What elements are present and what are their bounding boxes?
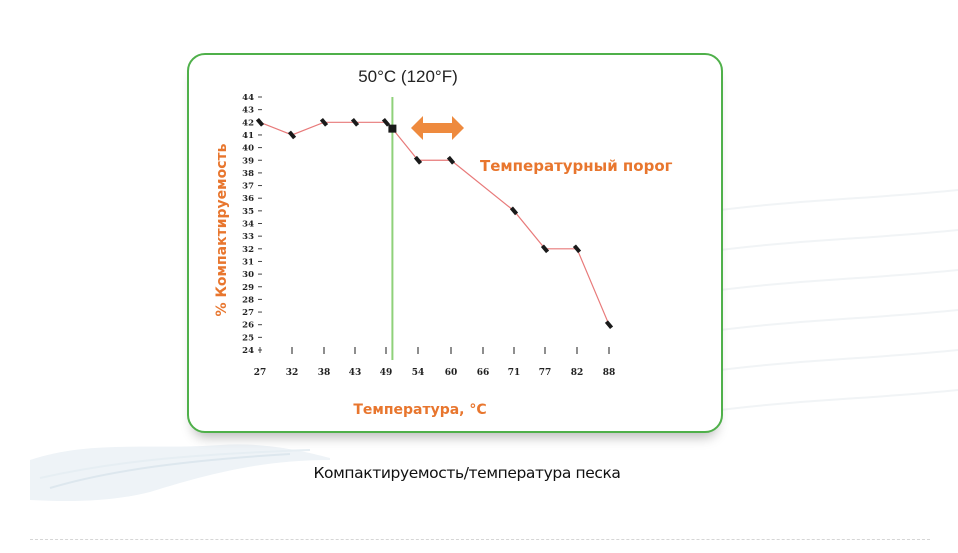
y-tick-label: 31 bbox=[242, 257, 254, 267]
x-tick-label: 60 bbox=[445, 368, 458, 378]
decorative-wave bbox=[30, 444, 330, 502]
footer-divider bbox=[30, 539, 930, 540]
x-tick-label: 71 bbox=[508, 368, 521, 378]
x-tick-label: 82 bbox=[571, 368, 584, 378]
data-point-marker bbox=[319, 117, 329, 127]
y-tick-label: 43 bbox=[242, 106, 254, 116]
data-point-marker bbox=[540, 244, 550, 254]
y-tick-label: 42 bbox=[242, 118, 254, 128]
data-point-marker bbox=[350, 117, 360, 127]
y-tick-label: 28 bbox=[242, 295, 254, 305]
y-tick-label: 30 bbox=[242, 270, 254, 280]
y-tick-label: 41 bbox=[242, 131, 254, 141]
y-tick-label: 29 bbox=[242, 283, 254, 293]
x-tick-label: 88 bbox=[603, 368, 616, 378]
x-tick-label: 49 bbox=[380, 368, 393, 378]
x-tick-label: 66 bbox=[477, 368, 490, 378]
data-point-marker bbox=[287, 130, 297, 140]
data-point-marker bbox=[572, 244, 582, 254]
x-axis-title: Температура, °С bbox=[353, 402, 486, 418]
y-tick-label: 27 bbox=[242, 308, 254, 318]
x-tick-label: 38 bbox=[318, 368, 331, 378]
slide-caption: Компактируемость/температура песка bbox=[313, 464, 621, 482]
data-point-marker bbox=[509, 206, 519, 216]
data-point-marker bbox=[413, 155, 423, 165]
y-tick-label: 38 bbox=[242, 169, 254, 179]
threshold-annotation: Температурный порог bbox=[480, 157, 673, 175]
data-point-marker bbox=[388, 124, 397, 133]
x-tick-label: 54 bbox=[412, 368, 425, 378]
data-point-marker bbox=[604, 320, 614, 330]
threshold-label: 50°C (120°F) bbox=[358, 67, 458, 86]
x-tick-label: 32 bbox=[286, 368, 299, 378]
y-tick-label: 26 bbox=[242, 321, 254, 331]
y-tick-label: 33 bbox=[242, 232, 254, 242]
series-line bbox=[259, 121, 610, 325]
y-tick-label: 40 bbox=[242, 144, 254, 154]
y-axis-title: % Компактируемость bbox=[214, 143, 230, 316]
chart-card bbox=[187, 53, 723, 433]
y-tick-label: 25 bbox=[242, 333, 254, 343]
y-tick-label: 35 bbox=[242, 207, 254, 217]
decorative-lines bbox=[720, 189, 958, 411]
y-tick-label: 32 bbox=[242, 245, 254, 255]
y-tick-label: 36 bbox=[242, 194, 254, 204]
y-tick-label: 44 bbox=[242, 93, 254, 103]
y-tick-label: 34 bbox=[242, 220, 254, 230]
data-point-marker bbox=[446, 155, 456, 165]
threshold-arrow-icon bbox=[411, 116, 464, 140]
y-tick-label: 24 bbox=[242, 346, 254, 356]
x-tick-label: 43 bbox=[349, 368, 362, 378]
data-point-marker bbox=[381, 117, 391, 127]
x-tick-label: 27 bbox=[254, 368, 267, 378]
y-tick-label: 37 bbox=[242, 182, 254, 192]
x-tick-label: 77 bbox=[539, 368, 552, 378]
y-tick-label: 39 bbox=[242, 156, 254, 166]
data-point-marker bbox=[255, 117, 265, 127]
